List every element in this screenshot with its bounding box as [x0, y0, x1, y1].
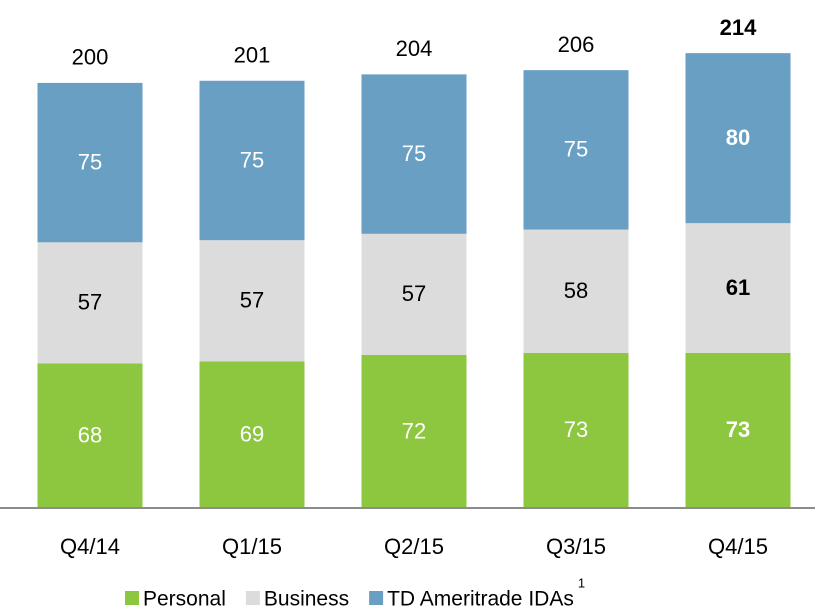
- value-label: 72: [402, 418, 426, 443]
- bar-segment: [685, 223, 791, 353]
- value-label: 61: [726, 275, 750, 300]
- legend-swatch: [125, 591, 139, 605]
- value-label: 75: [402, 141, 426, 166]
- legend: Personal Business TD Ameritrade IDAs 1: [125, 575, 585, 611]
- value-label: 73: [726, 417, 750, 442]
- value-label: 57: [402, 281, 426, 306]
- bar-segment: [37, 242, 143, 364]
- x-tick-label: Q2/15: [384, 534, 444, 559]
- total-label: 206: [558, 32, 595, 57]
- value-label: 73: [564, 417, 588, 442]
- bar-segment: [37, 363, 143, 508]
- x-tick-label: Q1/15: [222, 534, 282, 559]
- x-tick-label: Q3/15: [546, 534, 606, 559]
- value-label: 75: [78, 149, 102, 174]
- total-label: 201: [234, 43, 271, 68]
- legend-swatch: [245, 591, 260, 605]
- legend-label: Business: [264, 588, 349, 611]
- total-label: 204: [396, 36, 433, 61]
- total-label: 200: [72, 45, 109, 70]
- bar-segment: [361, 74, 467, 234]
- legend-swatch: [369, 591, 384, 605]
- legend-label: TD Ameritrade IDAs: [387, 588, 574, 611]
- value-label: 57: [240, 288, 264, 313]
- value-label: 69: [240, 421, 264, 446]
- legend-label: Personal: [143, 588, 226, 611]
- bar-segment: [361, 354, 467, 508]
- bar-segment: [199, 361, 305, 508]
- bar-segment: [37, 82, 143, 243]
- bar-segment: [361, 233, 467, 355]
- bar-segment: [685, 53, 791, 224]
- bar-segment: [523, 352, 629, 508]
- total-label: 214: [720, 15, 757, 40]
- value-label: 58: [564, 278, 588, 303]
- bar-segment: [523, 229, 629, 353]
- bar-segment: [199, 240, 305, 362]
- bar-segment: [523, 70, 629, 230]
- value-label: 68: [78, 423, 102, 448]
- value-label: 80: [726, 125, 750, 150]
- value-label: 57: [78, 290, 102, 315]
- x-tick-label: Q4/14: [60, 534, 120, 559]
- x-tick-label: Q4/15: [708, 534, 768, 559]
- value-label: 75: [240, 147, 264, 172]
- bar-segment: [199, 80, 305, 241]
- value-label: 75: [564, 137, 588, 162]
- legend-footnote: 1: [578, 575, 585, 590]
- bar-segment: [685, 352, 791, 508]
